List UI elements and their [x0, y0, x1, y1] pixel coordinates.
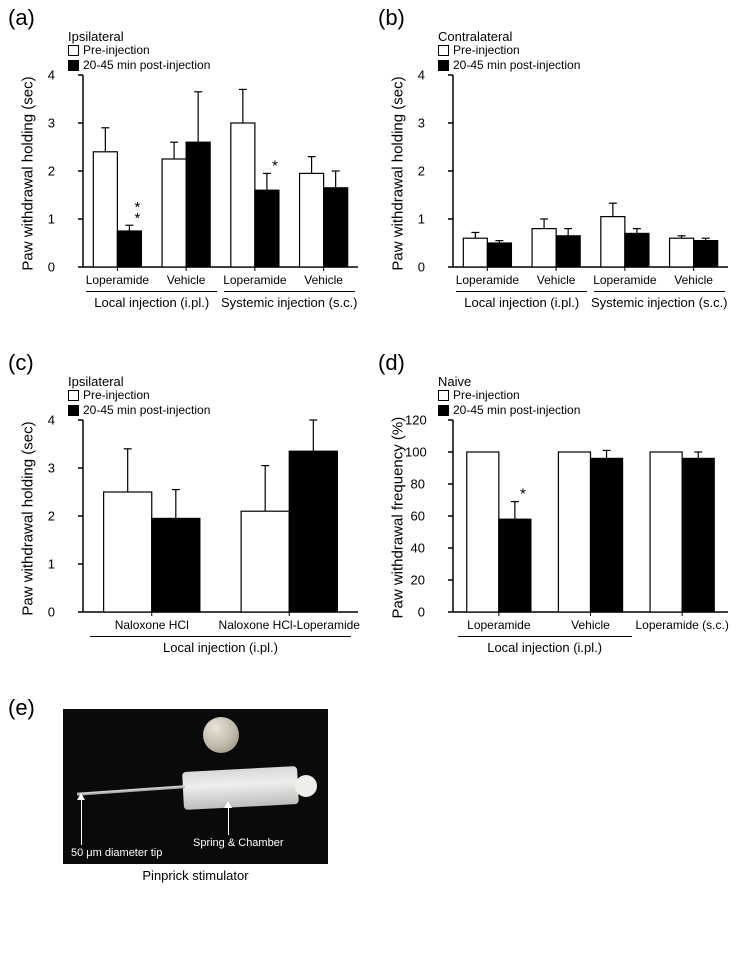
panel-e-caption: Pinprick stimulator [63, 868, 328, 883]
x-group-label: Systemic injection (s.c.) [221, 295, 358, 310]
panel-d-chart: * [433, 412, 733, 630]
y-tick-label: 20 [405, 573, 425, 588]
y-tick-label: 0 [405, 605, 425, 620]
panel-a-label: (a) [8, 5, 368, 31]
panel-a-ylabel: Paw withdrawal holding (sec) [20, 74, 37, 274]
panel-c-ylabel: Paw withdrawal holding (sec) [20, 419, 37, 619]
y-tick-label: 40 [405, 541, 425, 556]
panel-d-ylabel: Paw withdrawal frequency (%) [390, 419, 407, 619]
svg-text:*: * [520, 486, 526, 503]
group-underline [86, 291, 217, 292]
photo-label-tip: 50 μm diameter tip [71, 847, 162, 859]
panel-b-label: (b) [378, 5, 738, 31]
panel-d-subtitle: Naive [438, 374, 471, 389]
legend-box-pre [438, 45, 449, 56]
svg-text:*: * [272, 157, 278, 174]
panel-e-label: (e) [8, 695, 35, 721]
legend-box-pre [68, 45, 79, 56]
group-underline [456, 291, 587, 292]
legend-text-pre: Pre-injection [453, 388, 520, 402]
panel-c: (c) Ipsilateral Pre-injection 20-45 min … [8, 350, 368, 670]
y-tick-label: 2 [35, 164, 55, 179]
panel-c-chart [63, 412, 363, 630]
x-group-label: Local injection (i.pl.) [94, 295, 209, 310]
legend-text-pre: Pre-injection [453, 43, 520, 57]
x-tick-label: Vehicle [279, 273, 368, 287]
legend-text-pre: Pre-injection [83, 43, 150, 57]
svg-text:*: * [134, 199, 140, 216]
panel-a-subtitle: Ipsilateral [68, 29, 124, 44]
panel-d-label: (d) [378, 350, 738, 376]
legend-item-pre: Pre-injection [68, 43, 210, 57]
legend-item-pre: Pre-injection [438, 388, 580, 402]
y-tick-label: 4 [35, 413, 55, 428]
y-tick-label: 2 [405, 164, 425, 179]
group-underline [458, 636, 632, 637]
y-tick-label: 1 [405, 212, 425, 227]
legend-item-pre: Pre-injection [438, 43, 580, 57]
y-tick-label: 0 [405, 260, 425, 275]
panel-b-chart [433, 67, 733, 285]
y-tick-label: 0 [35, 260, 55, 275]
group-underline [594, 291, 725, 292]
stimulator-plunger [295, 775, 317, 797]
y-tick-label: 0 [35, 605, 55, 620]
x-tick-label: Vehicle [649, 273, 738, 287]
panel-b-ylabel: Paw withdrawal holding (sec) [390, 74, 407, 274]
y-tick-label: 3 [35, 461, 55, 476]
y-tick-label: 4 [405, 68, 425, 83]
legend-box-pre [438, 390, 449, 401]
panel-e: (e) 50 μm diameter tip Spring & Chamber … [8, 695, 368, 883]
y-tick-label: 120 [405, 413, 425, 428]
stimulator-chamber [182, 766, 299, 810]
panel-c-label: (c) [8, 350, 368, 376]
panel-a: (a) Ipsilateral Pre-injection 20-45 min … [8, 5, 368, 325]
panel-c-subtitle: Ipsilateral [68, 374, 124, 389]
y-tick-label: 80 [405, 477, 425, 492]
panel-b-subtitle: Contralateral [438, 29, 512, 44]
y-tick-label: 1 [35, 557, 55, 572]
legend-item-pre: Pre-injection [68, 388, 210, 402]
y-tick-label: 100 [405, 445, 425, 460]
y-tick-label: 3 [405, 116, 425, 131]
legend-text-pre: Pre-injection [83, 388, 150, 402]
arrow-tip [81, 797, 82, 845]
group-underline [224, 291, 355, 292]
x-tick-label: Naloxone HCl-Loperamide [211, 618, 369, 632]
coin-shape [203, 717, 239, 753]
x-group-label: Systemic injection (s.c.) [591, 295, 728, 310]
x-group-label: Local injection (i.pl.) [163, 640, 278, 655]
x-group-label: Local injection (i.pl.) [464, 295, 579, 310]
x-tick-label: Loperamide (s.c.) [626, 618, 738, 632]
x-group-label: Local injection (i.pl.) [487, 640, 602, 655]
y-tick-label: 1 [35, 212, 55, 227]
y-tick-label: 60 [405, 509, 425, 524]
panel-a-chart: *** [63, 67, 363, 285]
panel-b: (b) Contralateral Pre-injection 20-45 mi… [378, 5, 738, 325]
photo-label-chamber: Spring & Chamber [193, 837, 284, 849]
panel-e-photo: 50 μm diameter tip Spring & Chamber [63, 709, 328, 864]
arrow-tip-head [77, 793, 85, 800]
group-underline [90, 636, 351, 637]
y-tick-label: 3 [35, 116, 55, 131]
figure: (a) Ipsilateral Pre-injection 20-45 min … [0, 0, 738, 980]
y-tick-label: 2 [35, 509, 55, 524]
panel-d: (d) Naive Pre-injection 20-45 min post-i… [378, 350, 738, 670]
arrow-chamber [228, 805, 229, 835]
x-tick-label: Naloxone HCl [73, 618, 231, 632]
y-tick-label: 4 [35, 68, 55, 83]
arrow-chamber-head [224, 801, 232, 808]
legend-box-pre [68, 390, 79, 401]
stimulator-needle [77, 785, 185, 796]
